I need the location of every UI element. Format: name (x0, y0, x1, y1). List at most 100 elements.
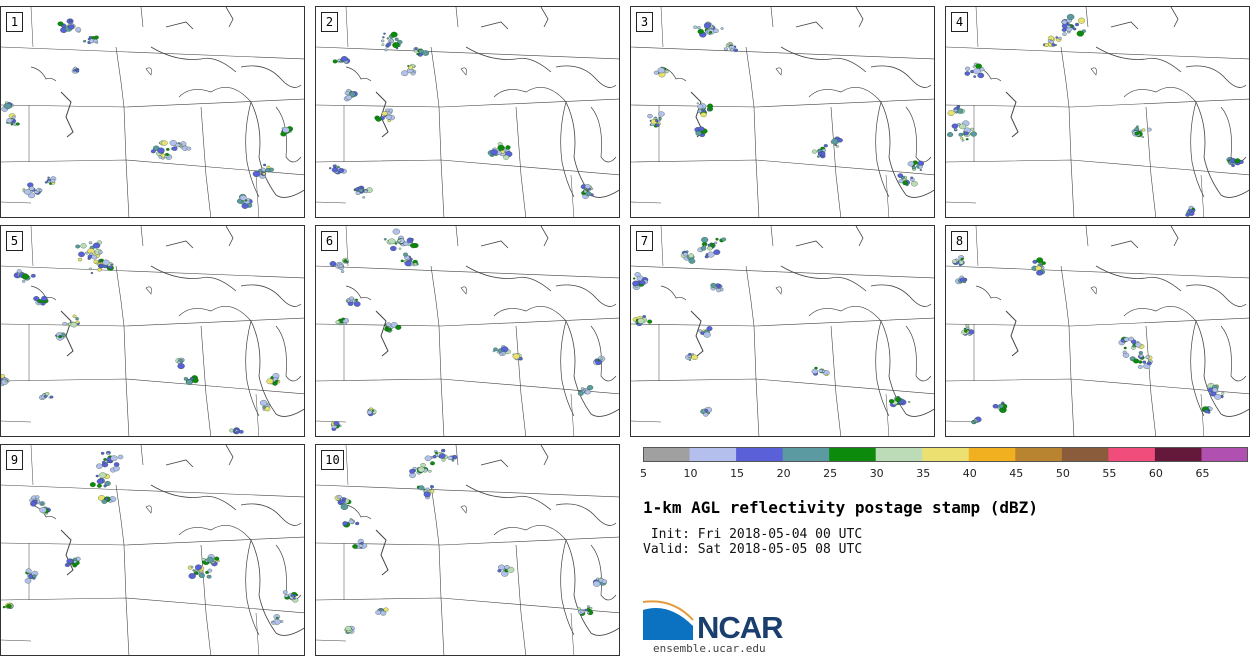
reflectivity-cell (584, 184, 591, 189)
reflectivity-cell (271, 621, 276, 625)
reflectivity-cell (430, 485, 434, 489)
init-time: Init: Fri 2018-05-04 00 UTC (643, 527, 863, 542)
ensemble-member-panel-10[interactable]: 10 (315, 444, 620, 656)
reflectivity-cell (32, 574, 37, 578)
map-boundary-line (1, 597, 304, 614)
reflectivity-cell (596, 577, 600, 581)
ensemble-member-panel-3[interactable]: 3 (630, 6, 935, 218)
ensemble-member-panel-1[interactable]: 1 (0, 6, 305, 218)
colorbar-swatch (736, 447, 784, 462)
reflectivity-cell (384, 48, 388, 52)
reflectivity-cell (77, 257, 83, 262)
colorbar-swatch (1061, 447, 1109, 462)
map-boundary-line (565, 539, 619, 636)
ensemble-member-panel-9[interactable]: 9 (0, 444, 305, 656)
map-boundary-line (30, 504, 57, 520)
reflectivity-cell (1044, 43, 1049, 47)
reflectivity-cell (720, 27, 724, 30)
map-boundary-line (885, 174, 890, 217)
reflectivity-cell (424, 455, 432, 462)
reflectivity-cell (441, 458, 446, 462)
reflectivity-map (631, 226, 934, 436)
map-boundary-line (975, 285, 1002, 301)
map-boundary-line (145, 286, 152, 295)
map-boundary-line (240, 503, 302, 526)
map-boundary-line (145, 505, 152, 514)
map-boundary-line (631, 201, 662, 204)
reflectivity-cell (383, 607, 389, 612)
reflectivity-cell (338, 264, 344, 268)
reflectivity-cell (888, 399, 895, 404)
ensemble-member-panel-2[interactable]: 2 (315, 6, 620, 218)
reflectivity-cell (698, 329, 703, 333)
reflectivity-cell (688, 352, 692, 356)
reflectivity-cell (1055, 36, 1059, 39)
map-boundary-line (165, 459, 194, 468)
reflectivity-cell (700, 246, 707, 251)
reflectivity-cell (58, 335, 63, 339)
reflectivity-cell (704, 255, 709, 259)
reflectivity-cell (632, 280, 640, 287)
reflectivity-cell (352, 544, 358, 549)
reflectivity-cell (206, 574, 212, 579)
reflectivity-cell (496, 351, 500, 354)
reflectivity-cell (98, 264, 103, 268)
reflectivity-cell (693, 25, 698, 29)
reflectivity-cell (1123, 346, 1127, 350)
reflectivity-cell (700, 112, 707, 118)
reflectivity-cell (284, 594, 289, 598)
reflectivity-cell (263, 163, 267, 167)
colorbar-frame (643, 447, 1248, 462)
map-boundary-line (30, 226, 34, 267)
reflectivity-cell (346, 261, 349, 264)
reflectivity-cell (577, 607, 581, 611)
reflectivity-cell (390, 31, 398, 38)
reflectivity-cell (188, 573, 196, 579)
reflectivity-cell (355, 298, 359, 302)
reflectivity-cell (87, 37, 91, 41)
panel-number: 5 (6, 231, 23, 251)
map-boundary-line (1195, 101, 1249, 198)
map-boundary-line (1110, 240, 1139, 249)
map-boundary-line (660, 226, 664, 267)
reflectivity-cell (99, 472, 107, 479)
colorbar-swatch (922, 447, 970, 462)
reflectivity-cell (57, 21, 64, 27)
reflectivity-cell (87, 257, 91, 260)
reflectivity-cell (80, 243, 87, 249)
chart-title: 1-km AGL reflectivity postage stamp (dBZ… (643, 498, 1038, 517)
panel-number: 4 (951, 12, 968, 32)
reflectivity-cell (691, 354, 698, 360)
reflectivity-cell (1141, 135, 1145, 139)
reflectivity-cell (658, 116, 662, 120)
colorbar-tick-label: 65 (1195, 467, 1210, 480)
reflectivity-cell (280, 620, 284, 623)
reflectivity-cell (21, 273, 29, 280)
reflectivity-cell (416, 52, 420, 56)
ensemble-member-panel-8[interactable]: 8 (945, 225, 1250, 437)
ensemble-member-panel-7[interactable]: 7 (630, 225, 935, 437)
reflectivity-cell (339, 322, 343, 325)
map-boundary-line (1060, 46, 1075, 217)
ensemble-member-panel-4[interactable]: 4 (945, 6, 1250, 218)
reflectivity-cell (282, 127, 290, 133)
reflectivity-cell (413, 70, 417, 73)
map-boundary-line (1, 378, 304, 395)
map-boundary-line (345, 504, 372, 520)
colorbar-tick-label: 45 (1009, 467, 1024, 480)
ensemble-member-panel-5[interactable]: 5 (0, 225, 305, 437)
reflectivity-cell (169, 140, 177, 146)
reflectivity-cell (499, 352, 504, 356)
reflectivity-cell (1039, 264, 1043, 267)
reflectivity-cell (974, 418, 977, 421)
ensemble-member-panel-6[interactable]: 6 (315, 225, 620, 437)
map-boundary-line (780, 265, 867, 292)
reflectivity-cell (67, 24, 75, 30)
reflectivity-cell (1191, 207, 1195, 211)
map-boundary-line (165, 21, 194, 30)
reflectivity-cell (958, 260, 964, 265)
reflectivity-cell (911, 165, 916, 170)
colorbar-tick-label: 35 (916, 467, 931, 480)
reflectivity-cell (98, 250, 103, 255)
reflectivity-cell (1122, 350, 1127, 354)
